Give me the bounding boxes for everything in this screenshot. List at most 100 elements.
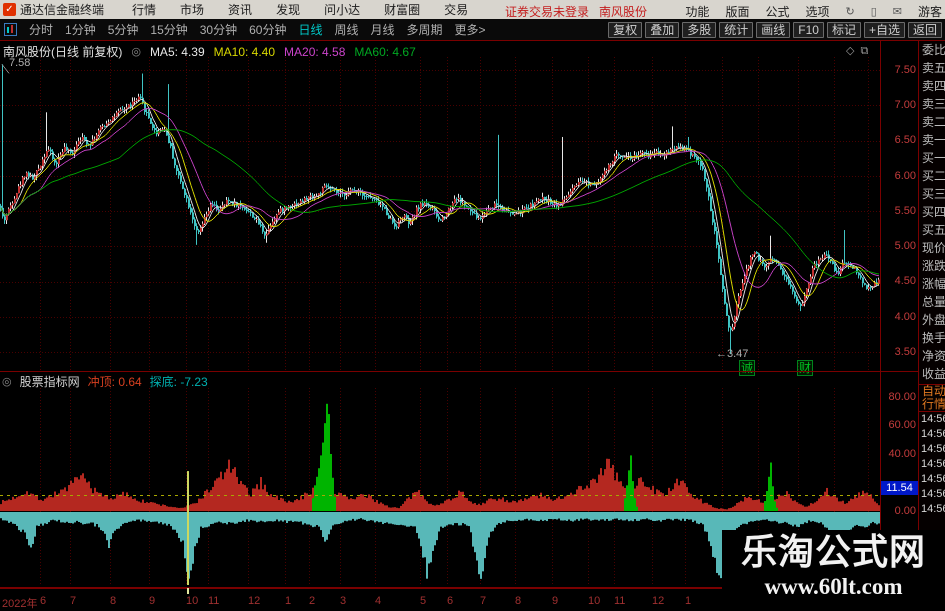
ma-label: MA10: 4.40: [213, 44, 276, 59]
period-tab[interactable]: 60分钟: [249, 23, 287, 37]
tab-quotes[interactable]: 行情: [922, 397, 945, 411]
price-tick-label: 5.00: [894, 240, 916, 252]
period-tab[interactable]: 30分钟: [199, 23, 238, 37]
menu-item[interactable]: 资讯: [228, 3, 253, 17]
quote-row-label[interactable]: 买一: [922, 151, 945, 165]
ma-label: MA20: 4.58: [284, 44, 346, 59]
ma-legend: MA5: 4.39 MA10: 4.40 MA20: 4.58 MA60: 4.67: [150, 45, 416, 59]
toolbar-buttons: 复权 叠加 多股 统计 画线 F10 标记 +自选 返回: [608, 21, 942, 38]
quote-row-label[interactable]: 卖一: [922, 133, 945, 147]
month-label: 11: [208, 595, 220, 607]
metric-value: 0.64: [118, 375, 142, 389]
period-tab[interactable]: 日线: [298, 23, 323, 37]
ma-label: MA5: 4.39: [149, 44, 205, 59]
period-tab[interactable]: 15分钟: [150, 23, 188, 37]
tick-time: 14:56: [921, 413, 945, 425]
quote-row-label[interactable]: 收益: [922, 367, 945, 381]
menu-bar: ✓ 通达信金融终端 行情 市场 资讯 发现 问小达 财富圈 交易 证券交易未登录 南风股份 …: [0, 0, 945, 19]
toolbar-button[interactable]: 画线: [756, 21, 791, 38]
menu-item[interactable]: 交易: [444, 3, 469, 17]
month-label: 6: [447, 595, 454, 607]
menu-item[interactable]: 发现: [276, 3, 301, 17]
current-stock-label[interactable]: 南风股份: [599, 5, 648, 19]
quote-row-label[interactable]: 卖二: [922, 115, 945, 129]
collapse-gadget-icon[interactable]: ◎: [2, 376, 12, 388]
date-axis: 2022年 6 7 8 9 10 11 12 1 2 3 4 5 6 7 8 9 10 11 12 1: [0, 588, 945, 610]
quote-row-label[interactable]: 现价: [922, 241, 945, 255]
quote-row-label[interactable]: 涨幅: [922, 277, 945, 291]
month-label: 1: [285, 595, 292, 607]
toolbar-button[interactable]: 标记: [826, 21, 861, 38]
quote-row-label[interactable]: 总量: [922, 295, 945, 309]
main-chart-header: 南风股份(日线 前复权) ◎ MA5: 4.39 MA10: 4.40 MA20: …: [3, 43, 416, 60]
toolbar-button[interactable]: 多股: [682, 21, 717, 38]
collapse-gadget-icon[interactable]: ◎: [131, 46, 141, 58]
month-label: 8: [515, 595, 522, 607]
quote-rows: 委比卖五卖四卖三卖二卖一买一买二买三买四买五现价涨跌涨幅总量外盘换手净资收益: [919, 41, 945, 383]
main-candlestick-canvas[interactable]: [0, 57, 880, 371]
month-label: 11: [614, 595, 626, 607]
period-tab[interactable]: 周线: [334, 23, 359, 37]
quote-row-label[interactable]: 外盘: [922, 313, 945, 327]
toolbar-button[interactable]: F10: [793, 21, 824, 38]
metric-label: 探底:: [149, 375, 178, 389]
phone-icon[interactable]: ▯: [870, 6, 877, 18]
low-price-annotation: ←3.47: [716, 348, 749, 360]
quote-row-label[interactable]: 买三: [922, 187, 945, 201]
menu-item-function[interactable]: 功能: [685, 5, 710, 19]
toolbar-button[interactable]: 叠加: [645, 21, 680, 38]
period-tab[interactable]: 更多>: [454, 23, 486, 37]
menu-item[interactable]: 市场: [180, 3, 205, 17]
login-alert-text[interactable]: 证券交易未登录: [505, 5, 590, 19]
indicator-name[interactable]: 股票指标网: [19, 375, 80, 389]
quote-row-label[interactable]: 涨跌: [922, 259, 945, 273]
stamp-char: 财: [797, 360, 814, 376]
user-guest-label[interactable]: 游客: [917, 5, 942, 19]
chart-corner-icons[interactable]: ◇⧉: [846, 45, 875, 57]
menu-item-layout[interactable]: 版面: [725, 5, 750, 19]
tick-list-tabs: 自动 行情: [919, 384, 945, 412]
toolbar-button[interactable]: 复权: [608, 21, 643, 38]
metric-label: 冲顶:: [87, 375, 115, 389]
kline-view-icon[interactable]: [4, 23, 17, 36]
quote-row-label[interactable]: 卖五: [922, 61, 945, 75]
period-tab[interactable]: 分时: [29, 23, 54, 37]
indicator-tick-label: 40.00: [888, 448, 916, 460]
toolbar-button[interactable]: 统计: [719, 21, 754, 38]
period-tab[interactable]: 月线: [370, 23, 395, 37]
quote-row-label[interactable]: 买四: [922, 205, 945, 219]
menu-item[interactable]: 行情: [132, 3, 157, 17]
price-tick-label: 5.50: [894, 205, 916, 217]
watermark: 乐淘公式网 www.60lt.com: [722, 530, 945, 609]
quote-sidebar: 委比卖五卖四卖三卖二卖一买一买二买三买四买五现价涨跌涨幅总量外盘换手净资收益 自…: [918, 41, 945, 535]
quote-row-label[interactable]: 委比: [922, 43, 945, 57]
quote-row-label[interactable]: 买二: [922, 169, 945, 183]
toolbar-button[interactable]: 返回: [907, 21, 942, 38]
month-label: 2: [309, 595, 316, 607]
mail-icon[interactable]: ✉: [892, 6, 902, 18]
month-label: 10: [186, 595, 199, 607]
indicator-header: ◎ 股票指标网 冲顶: 0.64 探底: -7.23: [2, 373, 208, 390]
toolbar-button[interactable]: +自选: [863, 21, 905, 38]
quote-row-label[interactable]: 换手: [922, 331, 945, 345]
app-logo-icon[interactable]: ✓: [3, 3, 16, 16]
period-tab[interactable]: 多周期: [406, 23, 443, 37]
menu-item[interactable]: 问小达: [324, 3, 361, 17]
period-tab[interactable]: 1分钟: [65, 23, 96, 37]
watermark-url: www.60lt.com: [764, 574, 903, 599]
quote-row-label[interactable]: 卖三: [922, 97, 945, 111]
quote-row-label[interactable]: 买五: [922, 223, 945, 237]
menu-item-formula[interactable]: 公式: [765, 5, 790, 19]
refresh-icon[interactable]: ↻: [845, 6, 855, 18]
menu-item[interactable]: 财富圈: [384, 3, 421, 17]
period-tab[interactable]: 5分钟: [107, 23, 139, 37]
login-alert: 证券交易未登录 南风股份: [505, 3, 647, 20]
tab-auto[interactable]: 自动: [922, 384, 945, 398]
quote-row-label[interactable]: 净资: [922, 349, 945, 363]
quote-row-label[interactable]: 卖四: [922, 79, 945, 93]
month-label: 3: [340, 595, 347, 607]
menu-item-options[interactable]: 选项: [805, 5, 830, 19]
month-label: 1: [685, 595, 692, 607]
indicator-current-value-badge: 11.54: [881, 481, 918, 495]
axis-frame-line: [880, 41, 881, 588]
